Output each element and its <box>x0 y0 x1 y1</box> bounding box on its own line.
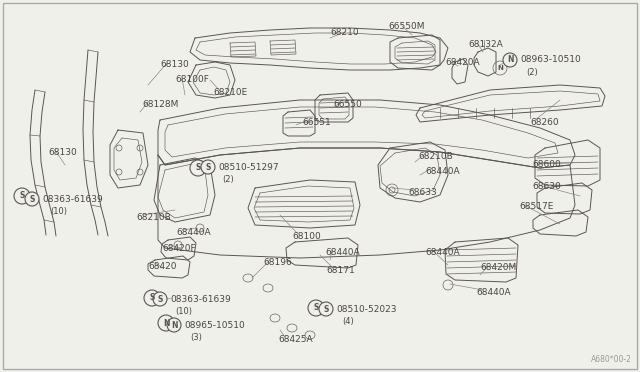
Text: (10): (10) <box>50 207 67 216</box>
Text: 68440A: 68440A <box>425 248 460 257</box>
Text: 66550: 66550 <box>333 100 362 109</box>
Text: S: S <box>19 192 25 201</box>
Text: S: S <box>157 295 163 304</box>
Text: 68420: 68420 <box>148 262 177 271</box>
Text: (3): (3) <box>190 333 202 342</box>
Circle shape <box>308 300 324 316</box>
Text: 68100: 68100 <box>292 232 321 241</box>
Circle shape <box>158 315 174 331</box>
Text: S: S <box>29 195 35 203</box>
Text: 08965-10510: 08965-10510 <box>184 321 244 330</box>
Circle shape <box>14 188 30 204</box>
Text: 68633: 68633 <box>408 188 436 197</box>
Text: S: S <box>323 305 329 314</box>
Text: 68440A: 68440A <box>425 167 460 176</box>
Text: A680*00-2: A680*00-2 <box>591 355 632 364</box>
Text: 68100F: 68100F <box>175 75 209 84</box>
Circle shape <box>493 61 507 75</box>
Text: 08363-61639: 08363-61639 <box>42 195 103 203</box>
Text: S: S <box>195 164 201 173</box>
Circle shape <box>25 192 39 206</box>
Text: 68440A: 68440A <box>176 228 211 237</box>
Text: 68517E: 68517E <box>519 202 554 211</box>
Text: 68440A: 68440A <box>476 288 511 297</box>
Text: 68210E: 68210E <box>213 88 247 97</box>
Circle shape <box>503 53 517 67</box>
Text: 68171: 68171 <box>326 266 355 275</box>
Text: 08510-51297: 08510-51297 <box>218 163 278 171</box>
Text: 68210: 68210 <box>330 28 358 37</box>
Text: 68425A: 68425A <box>278 335 312 344</box>
Text: N: N <box>507 55 513 64</box>
Circle shape <box>167 318 181 332</box>
Text: 68420F: 68420F <box>162 244 196 253</box>
Text: 68130: 68130 <box>160 60 189 69</box>
Circle shape <box>153 292 167 306</box>
Circle shape <box>190 160 206 176</box>
Text: 68128M: 68128M <box>142 100 179 109</box>
Text: N: N <box>171 321 177 330</box>
Text: 66550M: 66550M <box>388 22 424 31</box>
Text: 68630: 68630 <box>532 182 561 191</box>
Text: 68196: 68196 <box>263 258 292 267</box>
Text: 68130: 68130 <box>48 148 77 157</box>
Text: 68260: 68260 <box>530 118 559 127</box>
Text: S: S <box>205 163 211 171</box>
Text: (4): (4) <box>342 317 354 326</box>
Text: 08363-61639: 08363-61639 <box>170 295 231 304</box>
Text: 68132A: 68132A <box>468 40 503 49</box>
Text: 68420M: 68420M <box>480 263 516 272</box>
Text: 08963-10510: 08963-10510 <box>520 55 580 64</box>
Text: (10): (10) <box>175 307 192 316</box>
Text: 68440A: 68440A <box>325 248 360 257</box>
Text: 66551: 66551 <box>302 118 331 127</box>
Text: (2): (2) <box>222 175 234 184</box>
Circle shape <box>319 302 333 316</box>
Text: (2): (2) <box>526 68 538 77</box>
Text: N: N <box>497 65 503 71</box>
Text: 68210B: 68210B <box>418 152 452 161</box>
Text: 08510-52023: 08510-52023 <box>336 305 397 314</box>
Text: 68210B: 68210B <box>136 213 171 222</box>
Text: 68420A: 68420A <box>445 58 479 67</box>
Text: 68600: 68600 <box>532 160 561 169</box>
Text: N: N <box>163 318 169 327</box>
Text: S: S <box>149 294 155 302</box>
Circle shape <box>201 160 215 174</box>
Text: S: S <box>314 304 319 312</box>
Circle shape <box>144 290 160 306</box>
